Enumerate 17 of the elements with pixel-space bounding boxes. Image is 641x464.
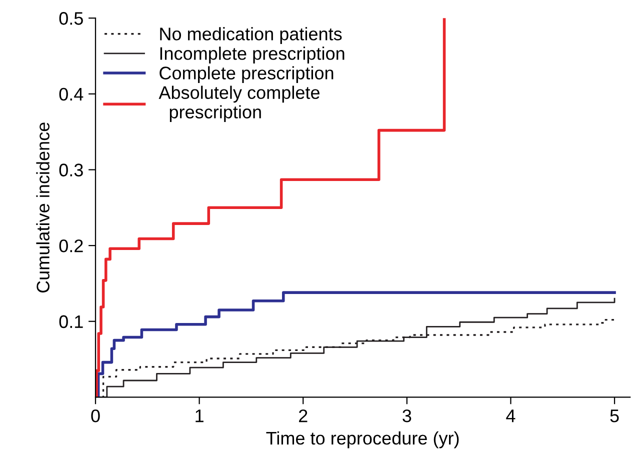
y-axis-title: Cumulative incidence — [36, 122, 50, 293]
legend-label: Complete prescription — [160, 66, 334, 84]
legend-label: No medication patients — [160, 27, 342, 44]
y-tick-label: 0.4 — [59, 88, 84, 101]
y-tick-label: 0.1 — [59, 315, 83, 328]
y-tick-label: 0.5 — [59, 12, 83, 25]
x-axis-title: Time to reprocedure (yr) — [266, 431, 459, 448]
y-tick-label: 0.2 — [59, 239, 83, 252]
x-tick-label: 2 — [299, 409, 308, 422]
legend-label: Incomplete prescription — [160, 46, 344, 64]
x-tick-label: 0 — [91, 409, 100, 422]
x-tick-label: 5 — [610, 410, 619, 422]
x-tick-label: 4 — [506, 410, 516, 422]
legend-label: Absolutely complete prescription — [158, 86, 320, 122]
y-tick-label: 0.3 — [59, 164, 83, 176]
x-tick-label: 1 — [196, 410, 204, 422]
x-tick-label: 3 — [402, 409, 412, 422]
